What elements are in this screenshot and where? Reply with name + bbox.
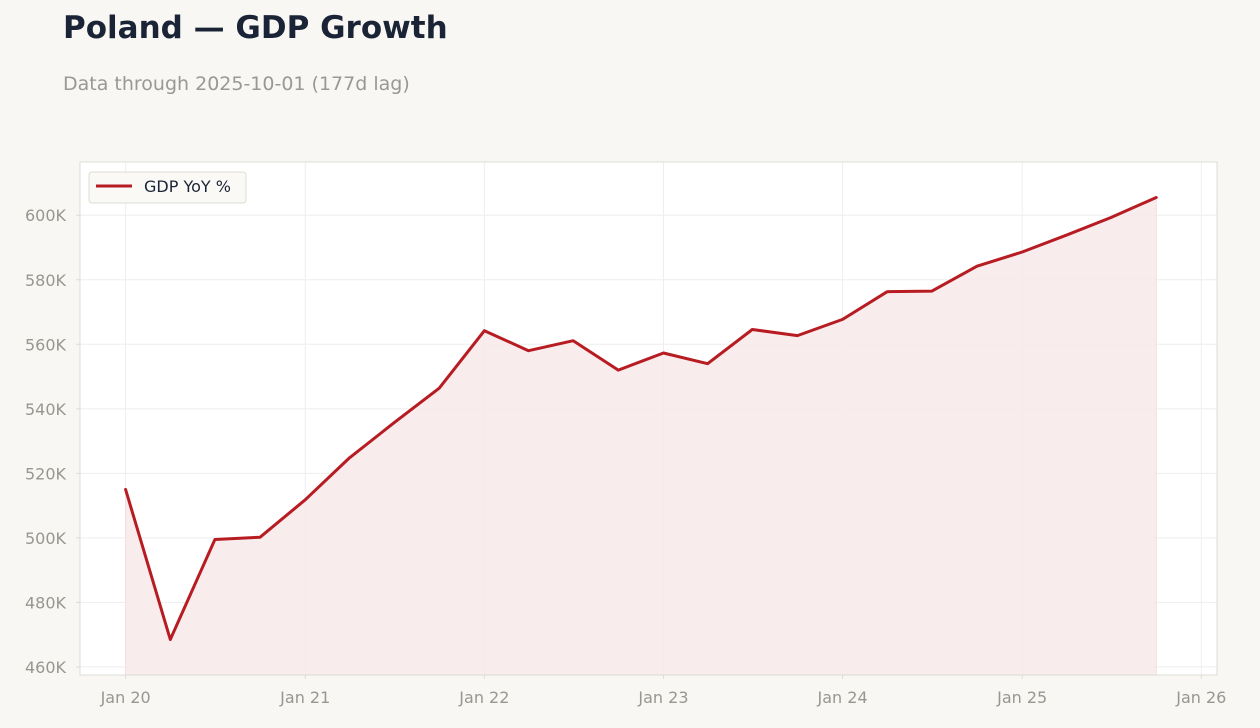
y-tick-label: 460K — [25, 658, 67, 677]
x-tick-label: Jan 23 — [637, 688, 688, 707]
y-tick-label: 600K — [25, 206, 67, 225]
data-point — [304, 498, 307, 502]
data-point — [571, 339, 575, 342]
data-point — [258, 536, 262, 539]
legend-label: GDP YoY % — [144, 177, 231, 196]
data-point — [886, 290, 889, 293]
x-tick-label: Jan 21 — [279, 688, 330, 707]
legend: GDP YoY % — [88, 171, 247, 204]
data-point — [841, 318, 844, 321]
y-tick-label: 540K — [25, 400, 67, 419]
data-point — [124, 488, 127, 491]
y-tick-label: 520K — [25, 464, 67, 483]
x-tick-label: Jan 25 — [996, 688, 1047, 707]
y-axis: 460K 480K 500K 520K 540K 560K 580K 600K — [25, 206, 80, 677]
y-tick-label: 500K — [25, 529, 67, 548]
data-point — [617, 368, 620, 372]
x-tick-label: Jan 20 — [100, 688, 151, 707]
data-point — [930, 289, 934, 293]
data-point — [483, 329, 486, 332]
data-point — [1065, 234, 1068, 237]
data-point — [438, 386, 441, 390]
gdp-area-fill — [125, 197, 1157, 675]
data-point — [392, 421, 396, 424]
data-point — [706, 362, 709, 365]
data-point — [1109, 216, 1113, 219]
y-tick-label: 480K — [25, 593, 67, 612]
y-tick-label: 580K — [25, 271, 67, 290]
legend-box — [88, 171, 247, 204]
page-subtitle: Data through 2025-10-01 (177d lag) — [63, 73, 410, 95]
data-point — [348, 456, 351, 460]
data-point — [213, 538, 217, 541]
data-point — [169, 638, 172, 641]
x-tick-label: Jan 26 — [1175, 688, 1226, 707]
data-point — [662, 351, 665, 355]
data-point — [751, 328, 754, 331]
data-points — [124, 196, 1158, 641]
gdp-series-line — [124, 196, 1158, 641]
data-point — [796, 334, 799, 337]
x-tick-label: Jan 22 — [458, 688, 509, 707]
y-tick-label: 560K — [25, 335, 67, 354]
data-point — [975, 265, 979, 268]
x-axis: Jan 20 Jan 21 Jan 22 Jan 23 Jan 24 Jan 25 Jan … — [100, 675, 1226, 707]
x-tick-label: Jan 24 — [817, 688, 868, 707]
data-point — [527, 349, 530, 352]
data-point — [1020, 250, 1024, 254]
plot-frame — [79, 161, 1218, 676]
data-point — [1154, 196, 1158, 199]
page-title: Poland — GDP Growth — [63, 10, 448, 46]
